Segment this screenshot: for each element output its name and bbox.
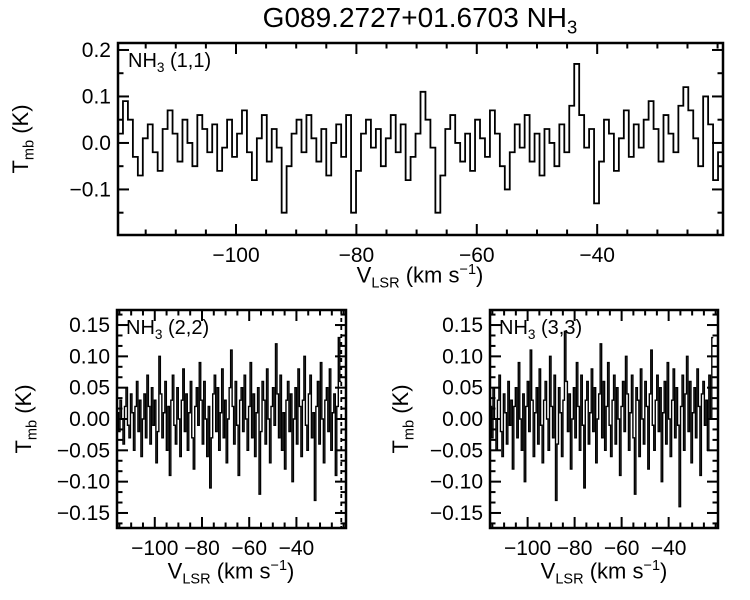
annotation-nh3-11-text: NH — [128, 50, 157, 72]
svg-text:−40: −40 — [279, 537, 315, 560]
x-axis-label-br-sup: −1 — [643, 558, 661, 574]
x-axis-label-top-sub: LSR — [371, 275, 400, 292]
y-axis-label-top-unit: (K) — [8, 104, 33, 140]
nh3-22-spectrum-panel: −100 −80 −60 −40 −0.15 −0.10 −0.05 0.00 0.05 0.10… — [57, 308, 348, 560]
figure-title: G089.2727+01.6703 NH3 — [95, 2, 745, 39]
y-axis-label-br-sub: mb — [401, 419, 418, 441]
x-axis-label-top-sup: −1 — [459, 262, 477, 278]
svg-text:−0.1: −0.1 — [70, 178, 111, 201]
x-axis-label-bl-close: ) — [287, 558, 295, 584]
svg-text:0.15: 0.15 — [442, 314, 483, 337]
y-axis-label-bl-sub: mb — [24, 419, 41, 441]
figure-title-text: G089.2727+01.6703 NH — [262, 2, 568, 33]
y-axis-label-top-sub: mb — [21, 139, 38, 161]
annotation-nh3-22: NH3 (2,2) — [126, 317, 209, 342]
svg-text:0.10: 0.10 — [69, 345, 110, 368]
svg-text:−0.10: −0.10 — [57, 471, 110, 494]
x-axis-label-top: VLSR (km s−1) — [270, 262, 570, 292]
annotation-nh3-11: NH3 (1,1) — [128, 50, 211, 75]
x-axis-label-bottom-right: VLSR (km s−1) — [479, 558, 729, 588]
svg-text:−0.05: −0.05 — [430, 439, 483, 462]
x-axis-label-bl-sub: LSR — [182, 571, 211, 588]
svg-text:−0.05: −0.05 — [57, 439, 110, 462]
svg-text:0.15: 0.15 — [69, 314, 110, 337]
svg-text:0.10: 0.10 — [442, 345, 483, 368]
svg-text:−100: −100 — [212, 244, 259, 267]
svg-text:0.05: 0.05 — [442, 377, 483, 400]
x-axis-label-top-unit: (km s — [399, 262, 460, 288]
x-axis-label-bottom-left: VLSR (km s−1) — [106, 558, 356, 588]
annotation-nh3-11-sub: 3 — [156, 60, 165, 75]
svg-text:−80: −80 — [557, 537, 593, 560]
svg-text:0.2: 0.2 — [82, 39, 111, 62]
annotation-nh3-11-rest: (1,1) — [164, 50, 212, 72]
annotation-nh3-33-rest: (3,3) — [535, 317, 583, 339]
y-axis-label-top-t: T — [8, 160, 33, 174]
x-axis-label-top-v: V — [356, 262, 372, 288]
figure-title-subscript: 3 — [567, 16, 578, 38]
y-axis-label-br-t: T — [388, 440, 413, 454]
svg-text:0.00: 0.00 — [69, 408, 110, 431]
svg-text:−60: −60 — [231, 537, 267, 560]
x-axis-label-bl-unit: (km s — [210, 558, 271, 584]
x-axis-label-br-sub: LSR — [555, 571, 584, 588]
nh3-33-spectrum-panel: −100 −80 −60 −40 −0.15 −0.10 −0.05 0.00 0.05 0.10… — [430, 308, 720, 560]
y-axis-label-bottom-left: Tmb (K) — [11, 349, 41, 489]
svg-text:−40: −40 — [579, 244, 615, 267]
y-axis-label-top: Tmb (K) — [8, 69, 38, 209]
svg-text:0.0: 0.0 — [82, 132, 111, 155]
x-axis-label-br-close: ) — [660, 558, 668, 584]
svg-text:0.05: 0.05 — [69, 377, 110, 400]
svg-text:0.1: 0.1 — [82, 85, 111, 108]
y-axis-label-bl-unit: (K) — [11, 384, 36, 420]
annotation-nh3-22-rest: (2,2) — [162, 317, 210, 339]
annotation-nh3-33: NH3 (3,3) — [499, 317, 582, 342]
svg-text:0.00: 0.00 — [442, 408, 483, 431]
svg-text:−80: −80 — [184, 537, 220, 560]
svg-text:−0.10: −0.10 — [430, 471, 483, 494]
annotation-nh3-33-text: NH — [499, 317, 528, 339]
annotation-nh3-33-sub: 3 — [527, 327, 536, 342]
x-axis-label-br-v: V — [540, 558, 556, 584]
annotation-nh3-22-sub: 3 — [154, 327, 163, 342]
y-axis-label-bl-t: T — [11, 440, 36, 454]
svg-text:−60: −60 — [604, 537, 640, 560]
svg-text:−0.15: −0.15 — [57, 502, 110, 525]
svg-text:−100: −100 — [504, 537, 551, 560]
y-axis-label-br-unit: (K) — [388, 384, 413, 420]
x-axis-label-bl-sup: −1 — [270, 558, 288, 574]
svg-text:−60: −60 — [459, 244, 495, 267]
annotation-nh3-22-text: NH — [126, 317, 155, 339]
nh3-11-spectrum-panel: −100 −80 −60 −40 −0.1 0.0 0.1 0.2 — [70, 39, 725, 267]
svg-text:−80: −80 — [339, 244, 375, 267]
svg-text:−100: −100 — [131, 537, 178, 560]
svg-text:−40: −40 — [651, 537, 687, 560]
x-axis-label-top-close: ) — [476, 262, 484, 288]
x-axis-label-bl-v: V — [167, 558, 183, 584]
x-axis-label-br-unit: (km s — [583, 558, 644, 584]
svg-text:−0.15: −0.15 — [430, 502, 483, 525]
y-axis-label-bottom-right: Tmb (K) — [388, 349, 418, 489]
